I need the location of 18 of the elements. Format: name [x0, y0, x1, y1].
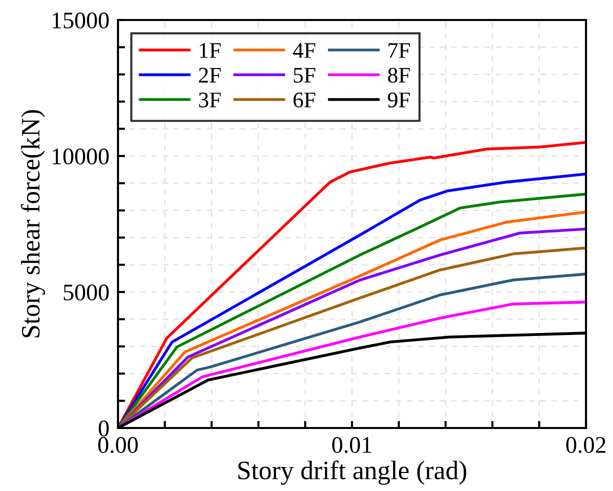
x-tick-label: 0.00 — [98, 437, 138, 454]
legend-label: 8F — [388, 68, 410, 83]
legend-label: 7F — [388, 43, 410, 58]
y-tick-label: 10000 — [52, 148, 109, 164]
x-tick-label: 0.01 — [332, 437, 372, 454]
legend-label: 1F — [200, 43, 221, 58]
y-tick-label: 5000 — [64, 284, 109, 300]
x-tick-label: 0.02 — [566, 437, 606, 454]
legend-label: 3F — [199, 92, 221, 108]
x-axis-title: Story drift angle (rad) — [238, 460, 466, 485]
legend-label: 2F — [198, 68, 221, 83]
legend-label: 9F — [388, 92, 410, 108]
legend-label: 6F — [294, 92, 316, 108]
legend-label: 4F — [293, 43, 316, 58]
y-axis-title: Story shear force(kN) — [20, 110, 46, 338]
legend-label: 5F — [294, 68, 316, 83]
y-tick-label: 0 — [98, 420, 109, 436]
y-tick-label: 15000 — [52, 12, 109, 28]
